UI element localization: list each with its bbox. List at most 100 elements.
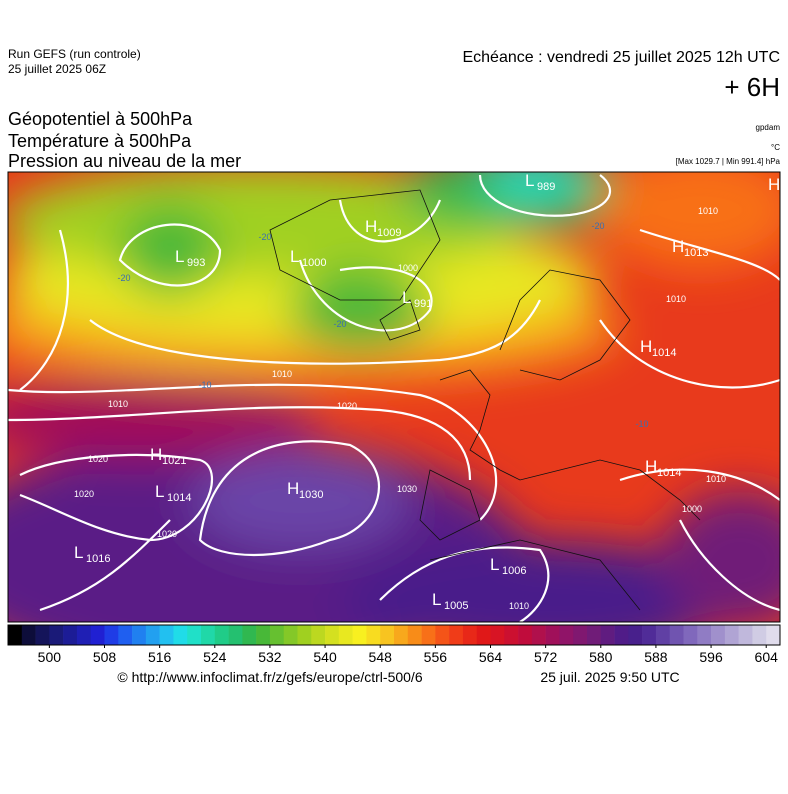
isobar-label: 1010	[698, 206, 718, 216]
isobar-label: 1010	[272, 369, 292, 379]
color-swatch	[531, 625, 546, 645]
isobar-label: 1030	[397, 484, 417, 494]
color-swatch	[394, 625, 409, 645]
pressure-letter: H	[287, 479, 299, 498]
color-swatch	[297, 625, 312, 645]
isobar-label: 1010	[706, 474, 726, 484]
temperature-label: -20	[591, 221, 604, 231]
pressure-value: 1000	[302, 257, 326, 269]
color-swatch	[490, 625, 505, 645]
color-swatch	[628, 625, 643, 645]
colorbar-tick-label: 604	[755, 649, 779, 665]
color-swatch	[132, 625, 147, 645]
pressure-value: 1009	[377, 227, 401, 239]
color-swatch	[214, 625, 229, 645]
colorbar-tick-label: 532	[258, 649, 282, 665]
pressure-letter: L	[290, 247, 299, 266]
pressure-range: [Max 1029.7 | Min 991.4] hPa	[676, 157, 781, 166]
colorbar-tick-label: 588	[644, 649, 668, 665]
color-swatch	[752, 625, 767, 645]
color-swatch	[90, 625, 105, 645]
color-swatch	[738, 625, 753, 645]
isobar-label: 1000	[682, 504, 702, 514]
map	[8, 172, 780, 622]
color-swatch	[380, 625, 395, 645]
lead-time: + 6H	[724, 72, 780, 102]
color-swatch	[173, 625, 188, 645]
colorbar-tick-label: 572	[534, 649, 558, 665]
temperature-label: -20	[333, 319, 346, 329]
unit-geo: gpdam	[756, 123, 781, 132]
pressure-letter: H	[672, 237, 684, 256]
color-swatch	[462, 625, 478, 645]
color-swatch	[518, 625, 533, 645]
color-swatch	[435, 625, 450, 645]
color-swatch	[35, 625, 50, 645]
generated: 25 juil. 2025 9:50 UTC	[540, 669, 679, 685]
pressure-value: 1014	[657, 467, 681, 479]
colorbar-tick-label: 548	[369, 649, 393, 665]
color-swatch	[573, 625, 588, 645]
color-swatch	[338, 625, 353, 645]
color-swatch	[766, 625, 781, 645]
pressure-value: 1014	[167, 492, 191, 504]
pressure-letter: L	[155, 482, 164, 501]
color-swatch	[683, 625, 698, 645]
color-swatch	[242, 625, 257, 645]
colorbar-tick-label: 508	[93, 649, 117, 665]
color-swatch	[76, 625, 92, 645]
run-date: 25 juillet 2025 06Z	[8, 62, 106, 76]
color-swatch	[118, 625, 133, 645]
color-swatch	[655, 625, 671, 645]
source: © http://www.infoclimat.fr/z/gefs/europe…	[117, 669, 422, 685]
colorbar-tick-label: 516	[148, 649, 172, 665]
run-label: Run GEFS (run controle)	[8, 47, 141, 61]
color-swatch	[21, 625, 36, 645]
pressure-value: 1014	[652, 347, 676, 359]
color-swatch	[145, 625, 160, 645]
color-swatch	[256, 625, 271, 645]
pressure-letter: L	[74, 543, 83, 562]
pressure-letter: L	[402, 288, 411, 307]
color-swatch	[8, 625, 23, 645]
isobar-label: 1020	[74, 489, 94, 499]
pressure-value: 1006	[502, 565, 526, 577]
pressure-letter: H	[768, 175, 780, 194]
color-swatch	[642, 625, 657, 645]
temperature-label: -20	[258, 232, 271, 242]
title: Géopotentiel à 500hPa	[8, 109, 193, 129]
color-swatch	[366, 625, 381, 645]
isobar-label: 1020	[88, 454, 108, 464]
color-swatch	[352, 625, 367, 645]
temperature-label: -10	[198, 380, 211, 390]
pressure-letter: L	[490, 555, 499, 574]
color-swatch	[669, 625, 684, 645]
color-swatch	[504, 625, 519, 645]
pressure-letter: H	[150, 445, 162, 464]
isobar-label: 1010	[666, 294, 686, 304]
color-swatch	[269, 625, 285, 645]
colorbar-tick-label: 564	[479, 649, 503, 665]
temperature-label: -20	[117, 273, 130, 283]
pressure-value: 991	[414, 298, 432, 310]
color-swatch	[449, 625, 464, 645]
color-swatch	[283, 625, 298, 645]
colorbar-tick-label: 596	[699, 649, 723, 665]
temperature-label: -10	[635, 419, 648, 429]
isobar-label: 1010	[108, 399, 128, 409]
color-swatch	[559, 625, 574, 645]
color-swatch	[49, 625, 64, 645]
color-swatch	[311, 625, 326, 645]
colorbar-tick-label: 500	[38, 649, 62, 665]
isobar-label: 1020	[157, 529, 177, 539]
title: Pression au niveau de la mer	[8, 151, 241, 171]
color-swatch	[545, 625, 560, 645]
color-swatch	[201, 625, 216, 645]
pressure-value: 989	[537, 181, 555, 193]
map-frame	[7, 171, 781, 623]
pressure-letter: H	[645, 457, 657, 476]
color-swatch	[421, 625, 436, 645]
color-swatch	[724, 625, 739, 645]
colorbar-tick-label: 540	[313, 649, 337, 665]
